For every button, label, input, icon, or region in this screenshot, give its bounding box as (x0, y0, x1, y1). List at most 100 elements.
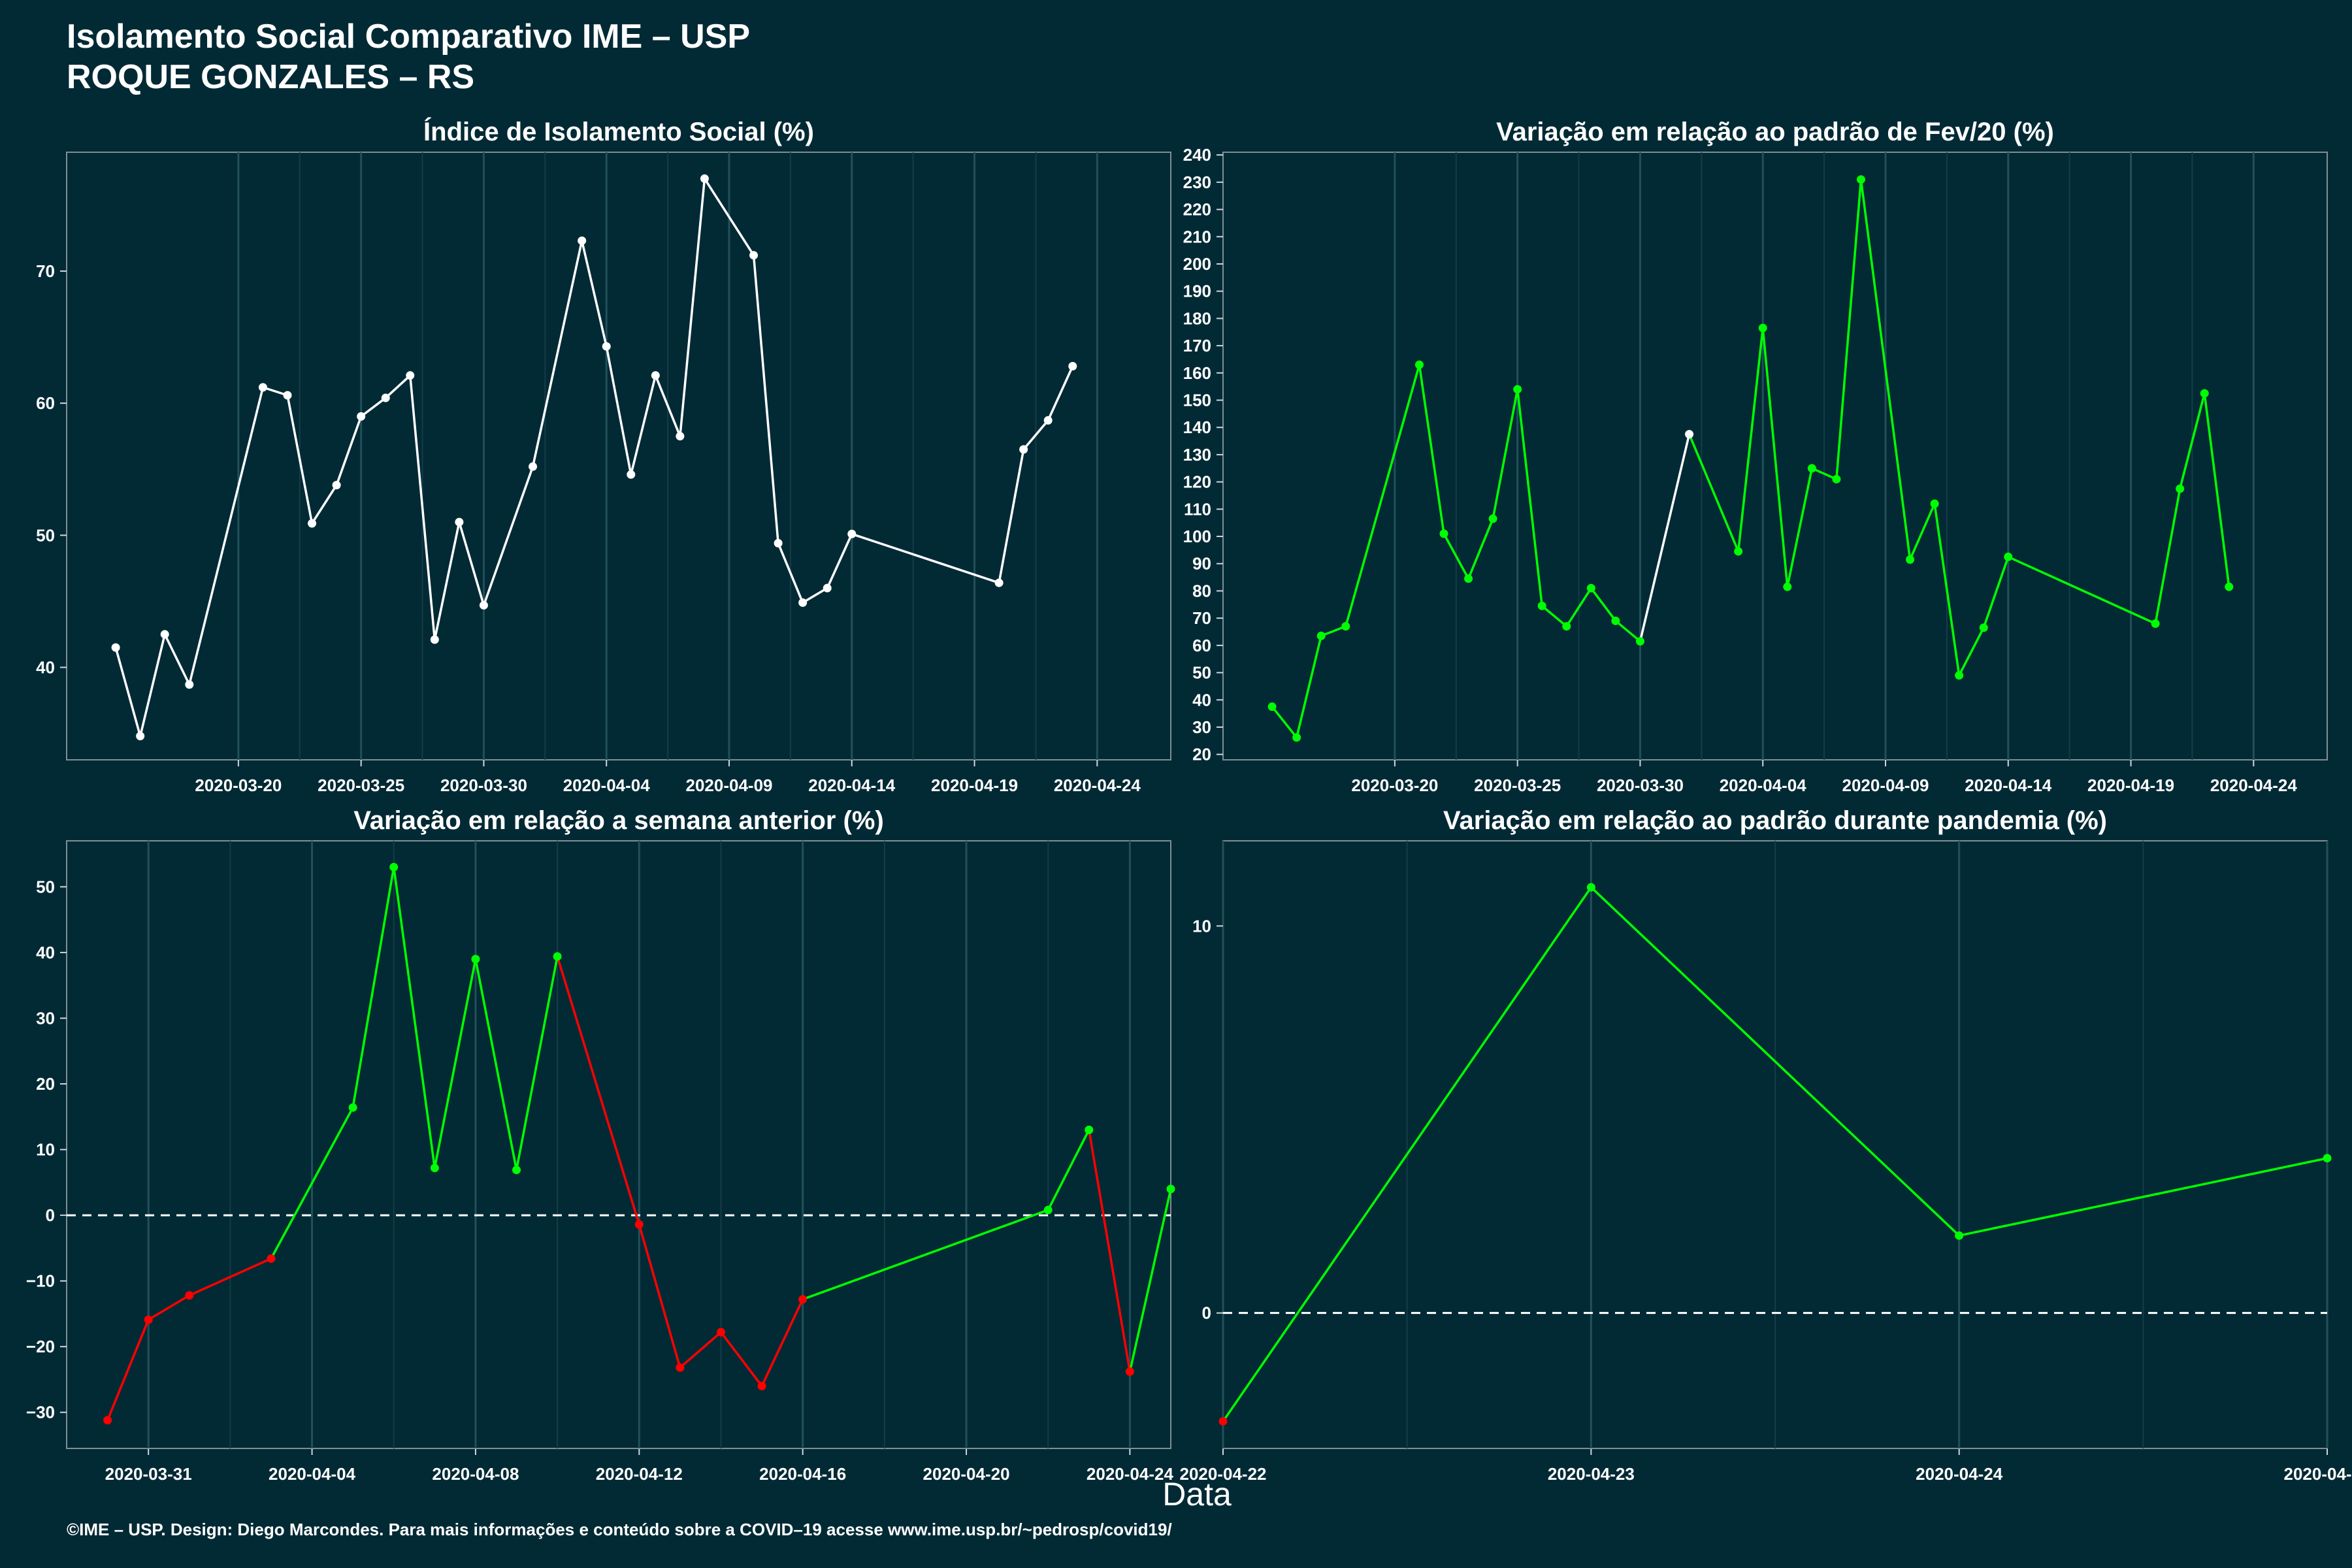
p2-data-point (1832, 474, 1841, 483)
p3-x-tick-label: 2020-04-04 (269, 1464, 356, 1484)
p2-y-tick-label: 210 (1183, 227, 1211, 246)
p2-y-tick-label: 90 (1192, 554, 1211, 574)
p2-x-tick-label: 2020-04-04 (1720, 776, 1807, 795)
p2-data-point (2225, 582, 2234, 591)
p2-data-point (1783, 582, 1792, 591)
p1-data-point (994, 578, 1004, 587)
p3-series-segment (433, 958, 477, 1169)
p2-x-tick-label: 2020-04-24 (2210, 776, 2298, 795)
p2-y-tick-label: 180 (1183, 308, 1211, 328)
p3-data-point (798, 1295, 808, 1304)
p3-series-segment (1088, 1130, 1132, 1372)
p4-series-segment (1590, 886, 1960, 1237)
p2-series-segment (1295, 635, 1322, 738)
p2-series-segment (1908, 503, 1936, 561)
p1-series-segment (605, 346, 632, 475)
p2-y-tick-label: 30 (1192, 717, 1211, 737)
p1-data-point (700, 174, 709, 183)
p2-series-segment (1541, 605, 1567, 627)
p2-y-tick-label: 190 (1183, 282, 1211, 301)
p1-series-segment (188, 387, 265, 685)
p2-series-segment (1982, 556, 2010, 629)
p1-data-point (847, 529, 857, 538)
p2-x-tick-label: 2020-03-20 (1351, 776, 1438, 795)
p2-series-segment (1516, 389, 1543, 606)
p1-x-tick-label: 2020-04-14 (808, 776, 896, 795)
p1-data-point (676, 432, 685, 441)
p1-x-tick-label: 2020-04-24 (1054, 776, 1141, 795)
p3-data-point (389, 862, 399, 872)
p3-data-point (634, 1220, 644, 1229)
p1-data-point (798, 598, 808, 607)
p1-data-point (578, 236, 587, 245)
p3-y-tick-label: 0 (46, 1205, 55, 1225)
p3-y-tick-label: 20 (36, 1074, 55, 1094)
p1-series-segment (335, 416, 363, 486)
p2-y-tick-label: 40 (1192, 690, 1211, 710)
p1-y-tick-label: 50 (36, 525, 55, 545)
p2-data-point (1758, 323, 1767, 333)
p1-x-tick-label: 2020-03-20 (195, 776, 282, 795)
p1-data-point (185, 680, 194, 689)
p1-data-point (749, 251, 759, 260)
p2-series-segment (2154, 488, 2181, 624)
p2-data-point (1955, 671, 1964, 680)
p2-series-segment (1271, 706, 1298, 738)
p1-series-segment (139, 634, 166, 737)
p2-x-tick-label: 2020-04-19 (2087, 776, 2174, 795)
p3-y-tick-label: −30 (26, 1403, 55, 1422)
p3-data-point (512, 1166, 521, 1175)
p2-y-tick-label: 60 (1192, 636, 1211, 655)
p1-series-segment (802, 587, 828, 604)
p3-data-point (267, 1254, 276, 1263)
p1-y-tick-label: 60 (36, 393, 55, 413)
p2-series-segment (1958, 627, 1985, 676)
p2-data-point (1267, 702, 1277, 711)
p2-data-point (1635, 637, 1644, 646)
p3-series-segment (474, 958, 518, 1171)
p2-series-segment (1565, 587, 1592, 627)
p1-series-segment (311, 484, 338, 525)
p4-data-point (1586, 883, 1595, 892)
p4-panel-title: Variação em relação ao padrão durante pa… (1443, 806, 2107, 835)
chart-title: Isolamento Social Comparativo IME – USP (67, 18, 751, 56)
p3-series-segment (106, 1319, 150, 1421)
p2-series-segment (1418, 365, 1445, 534)
p3-x-tick-label: 2020-04-24 (1086, 1464, 1174, 1484)
p1-series-segment (826, 533, 853, 589)
p1-data-point (1019, 445, 1028, 454)
p2-data-point (1414, 360, 1424, 369)
p1-series-segment (385, 374, 411, 399)
p1-data-point (1068, 362, 1077, 371)
p3-data-point (430, 1164, 439, 1173)
chart-subtitle-location: ROQUE GONZALES – RS (67, 58, 475, 96)
p3-data-point (348, 1103, 357, 1112)
p2-series-segment (1443, 533, 1470, 580)
p1-panel-title: Índice de Isolamento Social (%) (423, 117, 814, 146)
p1-data-point (136, 732, 145, 741)
p1-series-segment (433, 521, 461, 640)
p2-y-tick-label: 230 (1183, 172, 1211, 192)
p2-series-segment (1492, 389, 1519, 519)
p2-y-tick-label: 220 (1183, 200, 1211, 220)
p2-series-segment (1761, 327, 1789, 587)
p2-series-segment (2008, 555, 2156, 625)
p1-series-segment (580, 240, 608, 347)
p2-series-segment (1811, 467, 1837, 481)
p3-data-point (1125, 1367, 1134, 1376)
p3-x-tick-label: 2020-03-31 (105, 1464, 192, 1484)
p2-y-tick-label: 240 (1183, 145, 1211, 165)
p2-data-point (2176, 484, 2185, 493)
p2-panel-title: Variação em relação ao padrão de Fev/20 … (1496, 118, 2054, 146)
p2-series-segment (1859, 179, 1912, 560)
p2-series-segment (1835, 179, 1863, 480)
p1-data-point (381, 393, 390, 402)
p1-panel-frame (66, 152, 1171, 760)
p2-y-tick-label: 70 (1192, 608, 1211, 628)
p2-series-segment (1786, 468, 1814, 587)
p1-data-point (111, 643, 120, 652)
p3-data-point (757, 1381, 766, 1390)
p3-series-segment (802, 1209, 1049, 1301)
p3-data-point (716, 1328, 725, 1337)
